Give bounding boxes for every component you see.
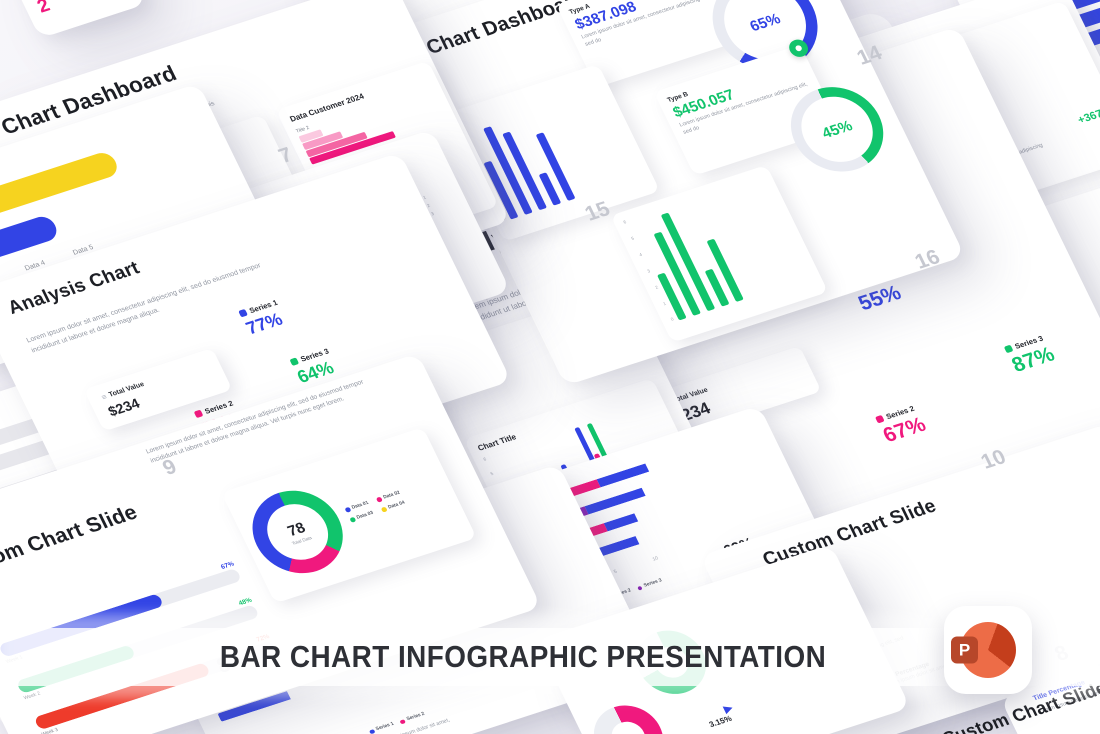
axis-tick: 6 xyxy=(482,456,488,462)
legend-label: Data 03 xyxy=(356,510,375,521)
axis-tick: 0 xyxy=(669,316,675,323)
stat-value: 2 xyxy=(34,0,54,18)
legend-item: Data 04 xyxy=(380,500,406,513)
ring-value: 65% xyxy=(747,9,784,35)
series-badge: Series 1 77% xyxy=(238,298,290,339)
axis-tick: 4 xyxy=(638,251,643,258)
percent-label: 3.15% xyxy=(707,713,734,730)
ring-center: 45% xyxy=(789,87,885,172)
axis-tick: 5 xyxy=(630,235,635,241)
legend-item: Series 3 xyxy=(636,578,663,591)
axis-tick: 6 xyxy=(622,219,628,225)
axis-tick: 1 xyxy=(662,300,667,306)
axis-tick: 10 xyxy=(652,556,660,563)
bars-area xyxy=(629,176,811,321)
legend-dot xyxy=(349,517,356,523)
grid-icon: ≡ xyxy=(100,392,109,402)
legend-label: Data 04 xyxy=(387,500,406,511)
axis-tick: 5 xyxy=(613,569,619,576)
legend-dot xyxy=(1003,344,1014,354)
legend-dot xyxy=(193,409,204,419)
legend-item: Data 01 xyxy=(344,500,370,513)
axis-tick: 5 xyxy=(489,470,494,476)
series-badge: Series 3 87% xyxy=(1003,333,1058,378)
bar-chart-green: 6 5 4 3 2 1 0 xyxy=(622,176,811,323)
legend-label: Series 3 xyxy=(643,578,663,589)
legend-dot xyxy=(238,308,248,318)
series-badge: Series 2 67% xyxy=(874,403,930,448)
legend-label: Data 01 xyxy=(351,500,370,511)
legend-label: Data 02 xyxy=(382,490,402,501)
donut-center: 78 Total Data xyxy=(256,496,339,568)
axis-tick: 2 xyxy=(654,284,659,290)
axis-tick: 3 xyxy=(646,268,651,274)
legend-dot xyxy=(344,507,351,513)
play-icon: ▶ xyxy=(721,702,736,716)
stat-description: Lorem ipsum dolor sit amet, co xyxy=(69,0,131,4)
gauge-center: ≡ xyxy=(606,717,651,734)
legend-dot xyxy=(636,585,644,591)
legend-dot xyxy=(380,506,388,513)
banner-title: BAR CHART INFOGRAPHIC PRESENTATION xyxy=(219,639,827,674)
ring-value: 45% xyxy=(819,116,856,142)
pill-bar xyxy=(0,149,122,230)
legend-dot xyxy=(874,414,885,424)
slide-title: Custom Chart Slide xyxy=(0,500,142,584)
legend-item: Series 1 xyxy=(368,722,396,734)
powerpoint-p-icon: P xyxy=(951,636,978,664)
donut-legend: Data 01 Data 02 Data 03 Data 04 xyxy=(344,488,413,523)
gauge-ring-pink: ≡ xyxy=(582,697,675,734)
powerpoint-circle-icon: P xyxy=(951,622,1016,678)
powerpoint-logo: P xyxy=(944,606,1032,694)
legend-dot xyxy=(399,718,406,725)
slide-stat-pink: 2 Lorem ipsum dolor sit amet, co xyxy=(4,0,147,39)
donut-card: 78 Total Data Data 01 Data 02 Data 03 Data 0… xyxy=(221,427,477,604)
legend-item: Data 02 xyxy=(376,491,401,503)
legend-label: Series 1 xyxy=(375,722,396,733)
legend-item: Data 03 xyxy=(349,511,374,523)
donut-chart-78: 78 Total Data xyxy=(237,479,358,585)
banner: BAR CHART INFOGRAPHIC PRESENTATION xyxy=(0,628,1100,686)
legend-dot xyxy=(289,357,300,366)
legend-label: Series 2 xyxy=(406,712,426,723)
legend-dot xyxy=(376,496,383,503)
legend-item: Series 2 xyxy=(399,712,426,725)
legend-dot xyxy=(368,728,376,734)
